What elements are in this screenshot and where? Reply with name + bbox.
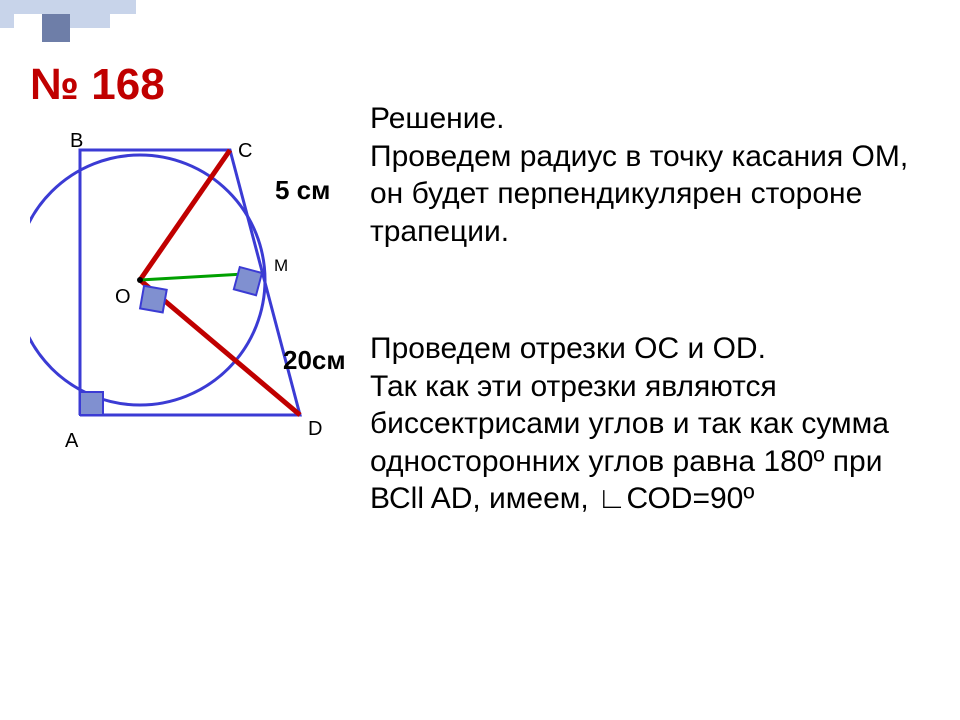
point-label-b: B: [70, 130, 83, 153]
dimension-20cm: 20см: [283, 345, 346, 376]
point-label-a: A: [65, 430, 78, 453]
trapezoid: [80, 150, 300, 415]
problem-number-title: № 168: [30, 60, 165, 110]
right-angle-marker-m: [234, 267, 262, 295]
right-angle-marker-cod: [140, 286, 167, 313]
point-label-d: D: [308, 418, 322, 441]
para1-text: Решение. Проведем радиус в точку касания…: [370, 102, 908, 248]
point-label-c: C: [238, 140, 252, 163]
solution-paragraph-1: Решение. Проведем радиус в точку касания…: [370, 100, 930, 250]
dimension-5cm: 5 см: [275, 175, 330, 206]
point-label-o: O: [115, 286, 131, 309]
para2-text: Проведем отрезки ОС и ОD. Так как эти от…: [370, 332, 889, 515]
point-label-m: M: [274, 256, 288, 276]
corner-decoration: [0, 0, 160, 60]
segment-oc: [140, 150, 230, 280]
right-angle-marker-a: [80, 392, 103, 415]
geometry-diagram: 5 см 20см A B C D O M: [30, 140, 370, 490]
point-o-dot: [137, 277, 143, 283]
solution-paragraph-2: Проведем отрезки ОС и ОD. Так как эти от…: [370, 330, 940, 518]
